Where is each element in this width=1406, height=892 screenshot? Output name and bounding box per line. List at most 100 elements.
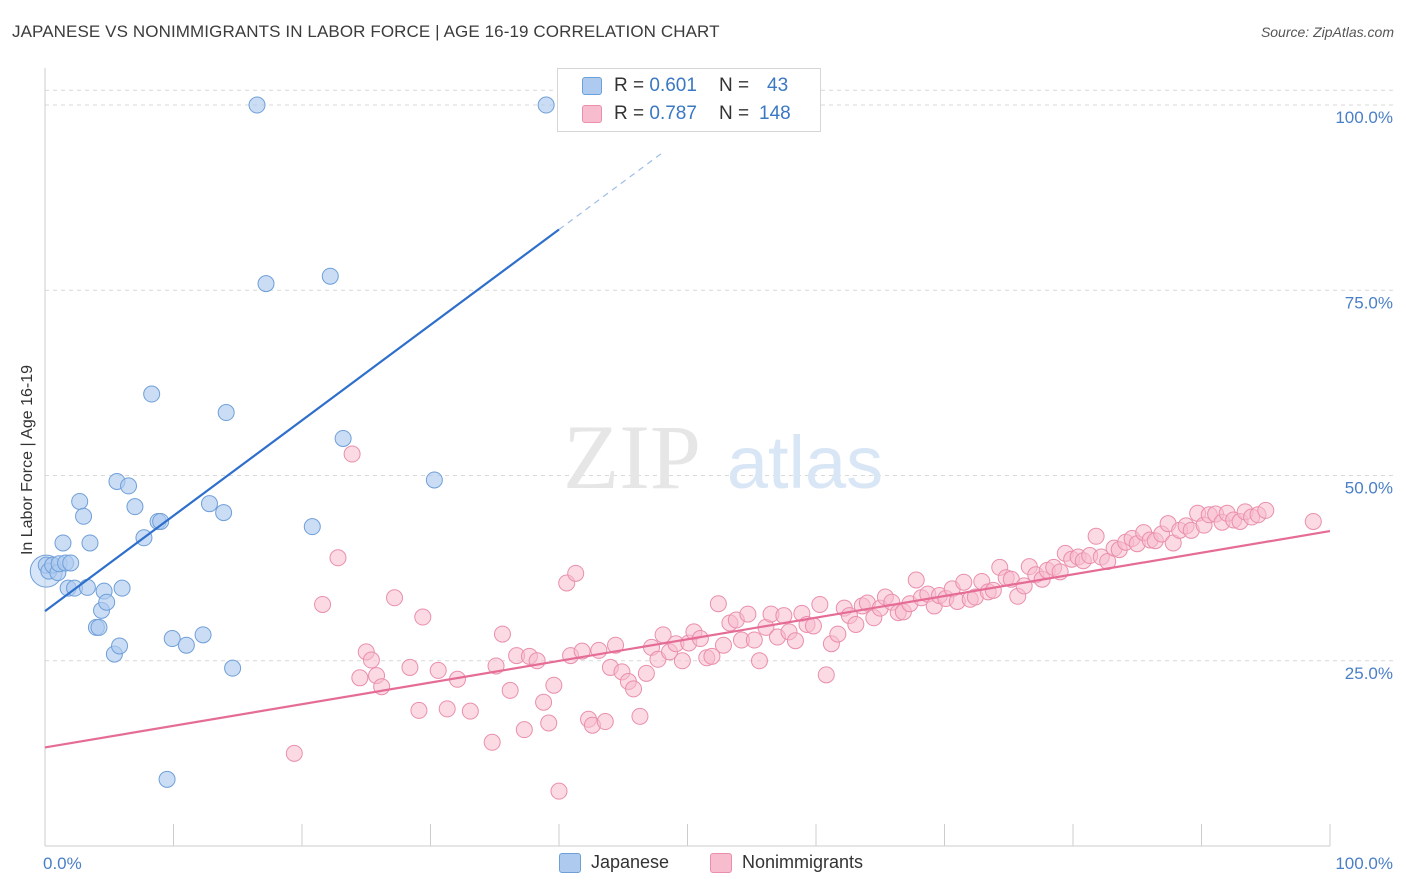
nonimmigrants-point [703, 647, 721, 665]
japanese-point [54, 534, 72, 552]
nonimmigrants-point [596, 713, 614, 731]
nonimmigrants-point [493, 625, 511, 643]
n-value: 43 [767, 75, 789, 96]
nonimmigrants-point [1304, 512, 1322, 530]
nonimmigrants-point [501, 681, 519, 699]
japanese-trend-line [44, 228, 560, 613]
japanese-swatch [559, 852, 581, 873]
japanese-point [81, 534, 99, 552]
legend-label-japanese: Japanese [591, 852, 670, 872]
nonimmigrants-point [550, 782, 568, 800]
watermark-atlas: atlas [727, 421, 883, 504]
r-value: 0.601 [649, 75, 697, 96]
axes-layer [44, 68, 1331, 847]
nonimmigrants-point [637, 664, 655, 682]
nonimmigrants-points [285, 445, 1322, 800]
nonimmigrants-point [429, 661, 447, 679]
legend-label-nonimmigrants: Nonimmigrants [742, 852, 864, 872]
nonimmigrants-point [739, 605, 757, 623]
nonimmigrants-point [461, 702, 479, 720]
nonimmigrants-point [631, 707, 649, 725]
r-label: R = [614, 103, 645, 124]
nonimmigrants-point [847, 615, 865, 633]
japanese-point [78, 578, 96, 596]
series-legend: Japanese Nonimmigrants [0, 852, 1406, 878]
japanese-point [75, 507, 93, 525]
r-label: R = [614, 75, 645, 96]
japanese-point [120, 477, 138, 495]
nonimmigrants-point [745, 631, 763, 649]
japanese-point [62, 554, 80, 572]
r-value: 0.787 [649, 103, 697, 124]
y-tick-label: 50.0% [1345, 479, 1393, 498]
tick-labels: 25.0% 50.0% 75.0% 100.0% 0.0% 100.0% [43, 108, 1393, 873]
nonimmigrants-point [567, 564, 585, 582]
japanese-point [224, 659, 242, 677]
nonimmigrants-point [811, 595, 829, 613]
japanese-point [152, 512, 170, 530]
nonimmigrants-point [414, 608, 432, 626]
y-tick-label: 75.0% [1345, 293, 1393, 312]
nonimmigrants-trend-line [44, 530, 1331, 749]
japanese-point [98, 593, 116, 611]
nonimmigrants-point [573, 642, 591, 660]
japanese-point [257, 275, 275, 293]
japanese-point [194, 626, 212, 644]
nonimmigrants-point [362, 651, 380, 669]
japanese-trend-extension [558, 152, 663, 231]
watermark-zip: ZIP [563, 406, 701, 508]
japanese-point [163, 630, 181, 648]
grid-layer [45, 89, 1395, 662]
nonimmigrants-point [673, 652, 691, 670]
nonimmigrants-point [351, 669, 369, 687]
nonimmigrants-point [625, 680, 643, 698]
japanese-point [321, 267, 339, 285]
nonimmigrants-point [607, 636, 625, 654]
japanese-point [111, 637, 129, 655]
nonimmigrants-point [907, 571, 925, 589]
japanese-points [29, 96, 555, 788]
japanese-point [200, 495, 218, 513]
nonimmigrants-point [545, 676, 563, 694]
x-tick-label: 100.0% [1335, 854, 1393, 873]
nonimmigrants-point [515, 721, 533, 739]
japanese-point [248, 96, 266, 114]
nonimmigrants-point [984, 581, 1002, 599]
y-tick-label: 25.0% [1345, 664, 1393, 683]
chart-title: JAPANESE VS NONIMMIGRANTS IN LABOR FORCE… [12, 22, 720, 41]
nonimmigrants-point [817, 666, 835, 684]
source-label: Source: ZipAtlas.com [1260, 24, 1394, 40]
n-label: N = [718, 103, 750, 124]
legend-item-nonimmigrants[interactable]: Nonimmigrants [710, 852, 863, 873]
nonimmigrants-point [483, 733, 501, 751]
nonimmigrants-point [714, 636, 732, 654]
japanese-point [537, 96, 555, 114]
japanese-point [113, 579, 131, 597]
japanese-point [126, 498, 144, 516]
nonimmigrants-point [401, 658, 419, 676]
legend-item-japanese[interactable]: Japanese [559, 852, 669, 873]
nonimmigrants-point [1087, 527, 1105, 545]
japanese-point [217, 404, 235, 422]
legend-row-nonimmigrants: R = 0.787 N = 148 [582, 101, 791, 127]
nonimmigrants-point [955, 573, 973, 591]
nonimmigrants-point [750, 652, 768, 670]
y-tick-label: 100.0% [1335, 108, 1393, 127]
n-value: 148 [759, 103, 791, 124]
nonimmigrants-point [829, 625, 847, 643]
nonimmigrants-point [804, 617, 822, 635]
nonimmigrants-point [438, 700, 456, 718]
japanese-point [215, 504, 233, 522]
nonimmigrants-point [410, 701, 428, 719]
japanese-point [177, 636, 195, 654]
nonimmigrants-swatch [710, 852, 732, 873]
nonimmigrants-point [535, 693, 553, 711]
nonimmigrants-point [329, 549, 347, 567]
nonimmigrants-point [314, 595, 332, 613]
correlation-legend: R = 0.601 N = 43 R = 0.787 N = 148 [557, 68, 821, 132]
nonimmigrants-point [285, 744, 303, 762]
japanese-swatch [582, 77, 602, 95]
nonimmigrants-point [540, 714, 558, 732]
japanese-point [143, 385, 161, 403]
